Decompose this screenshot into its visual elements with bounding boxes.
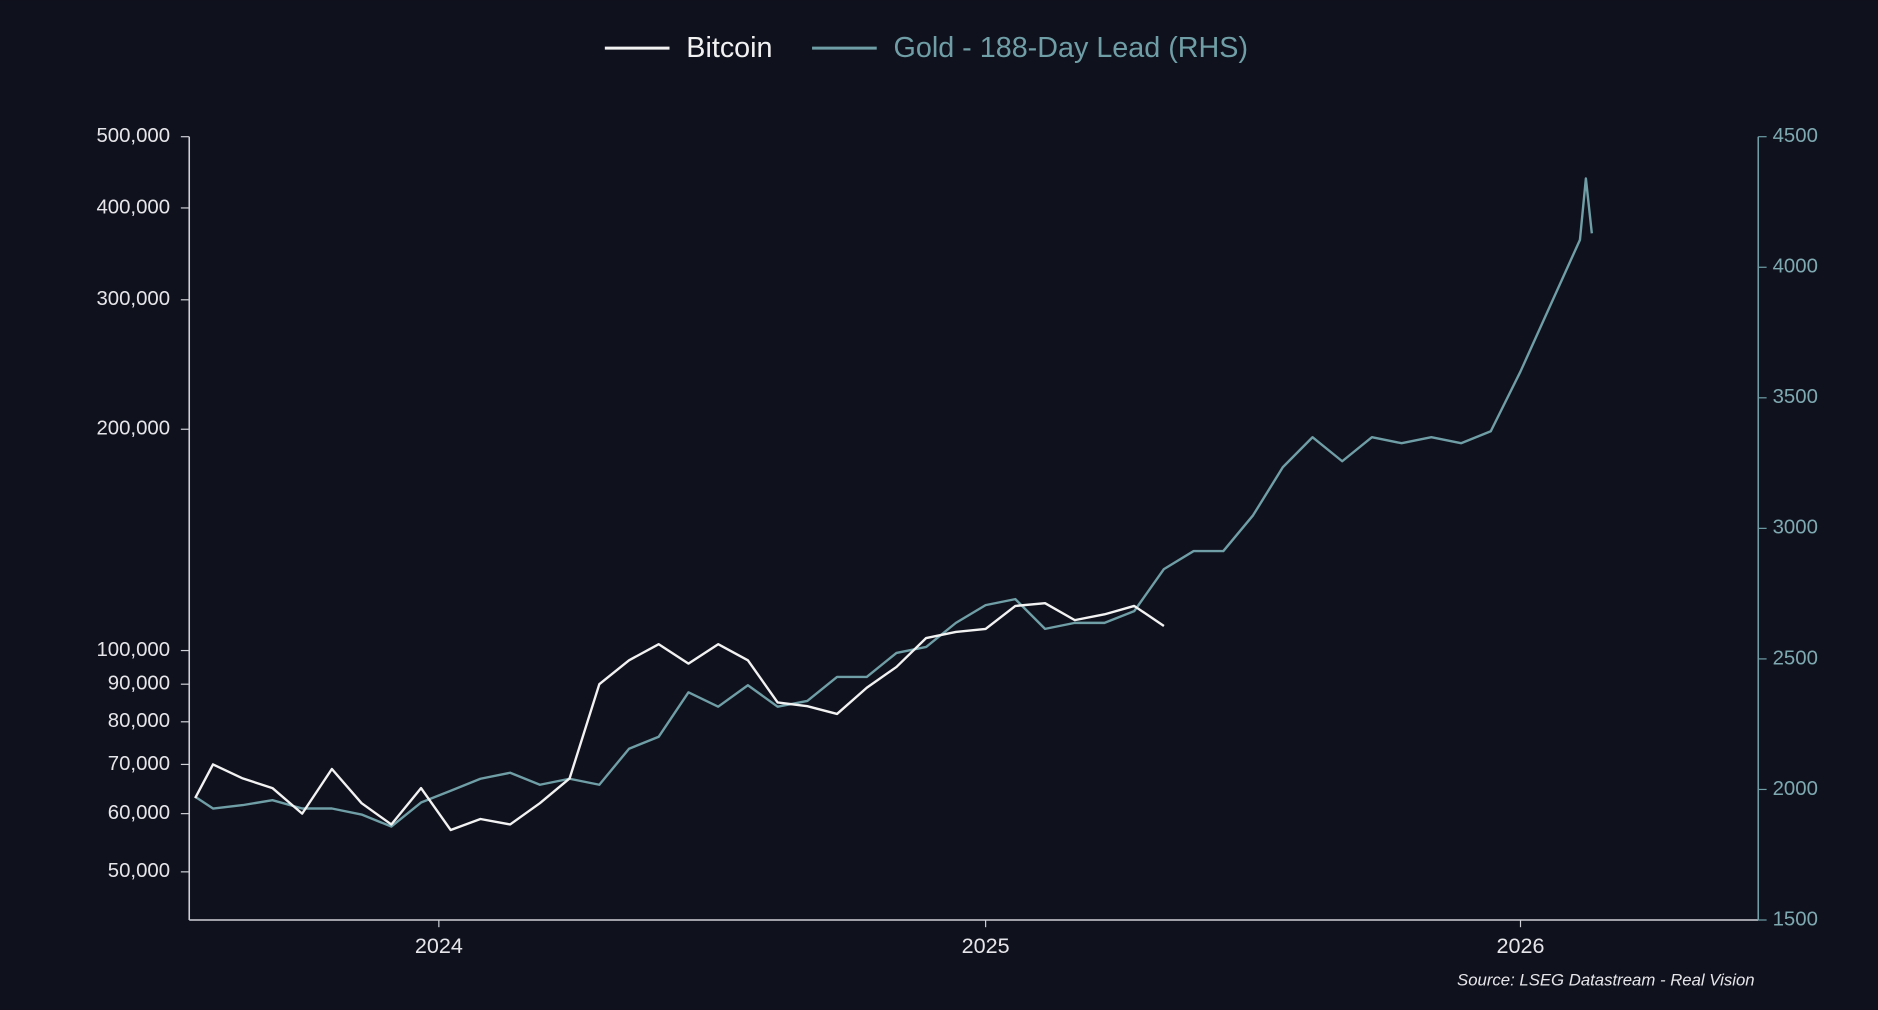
y2-tick-label: 2000 <box>1773 778 1818 800</box>
legend-label: Bitcoin <box>686 32 772 64</box>
y2-tick-label: 2500 <box>1773 647 1818 669</box>
y2-tick-label: 3000 <box>1773 517 1818 539</box>
y2-tick-label: 1500 <box>1773 908 1818 930</box>
y-tick-label: 300,000 <box>96 288 170 310</box>
y-tick-label: 200,000 <box>96 418 170 440</box>
x-tick-label: 2026 <box>1497 933 1545 958</box>
y-tick-label: 50,000 <box>108 860 170 882</box>
y-tick-label: 60,000 <box>108 802 170 824</box>
source-note: Source: LSEG Datastream - Real Vision <box>1457 971 1755 990</box>
y-tick-label: 400,000 <box>96 196 170 218</box>
y2-tick-label: 3500 <box>1773 386 1818 408</box>
y-tick-label: 70,000 <box>108 753 170 775</box>
y-tick-label: 100,000 <box>96 639 170 661</box>
y2-tick-label: 4000 <box>1773 256 1818 278</box>
y2-tick-label: 4500 <box>1773 125 1818 147</box>
series-line <box>194 601 1165 832</box>
x-tick-label: 2024 <box>415 933 463 958</box>
legend-label: Gold - 188-Day Lead (RHS) <box>894 32 1249 64</box>
x-tick-label: 2025 <box>962 933 1010 958</box>
y-tick-label: 80,000 <box>108 710 170 732</box>
y-tick-label: 500,000 <box>96 125 170 147</box>
series-line <box>194 177 1594 828</box>
y-tick-label: 90,000 <box>108 673 170 695</box>
